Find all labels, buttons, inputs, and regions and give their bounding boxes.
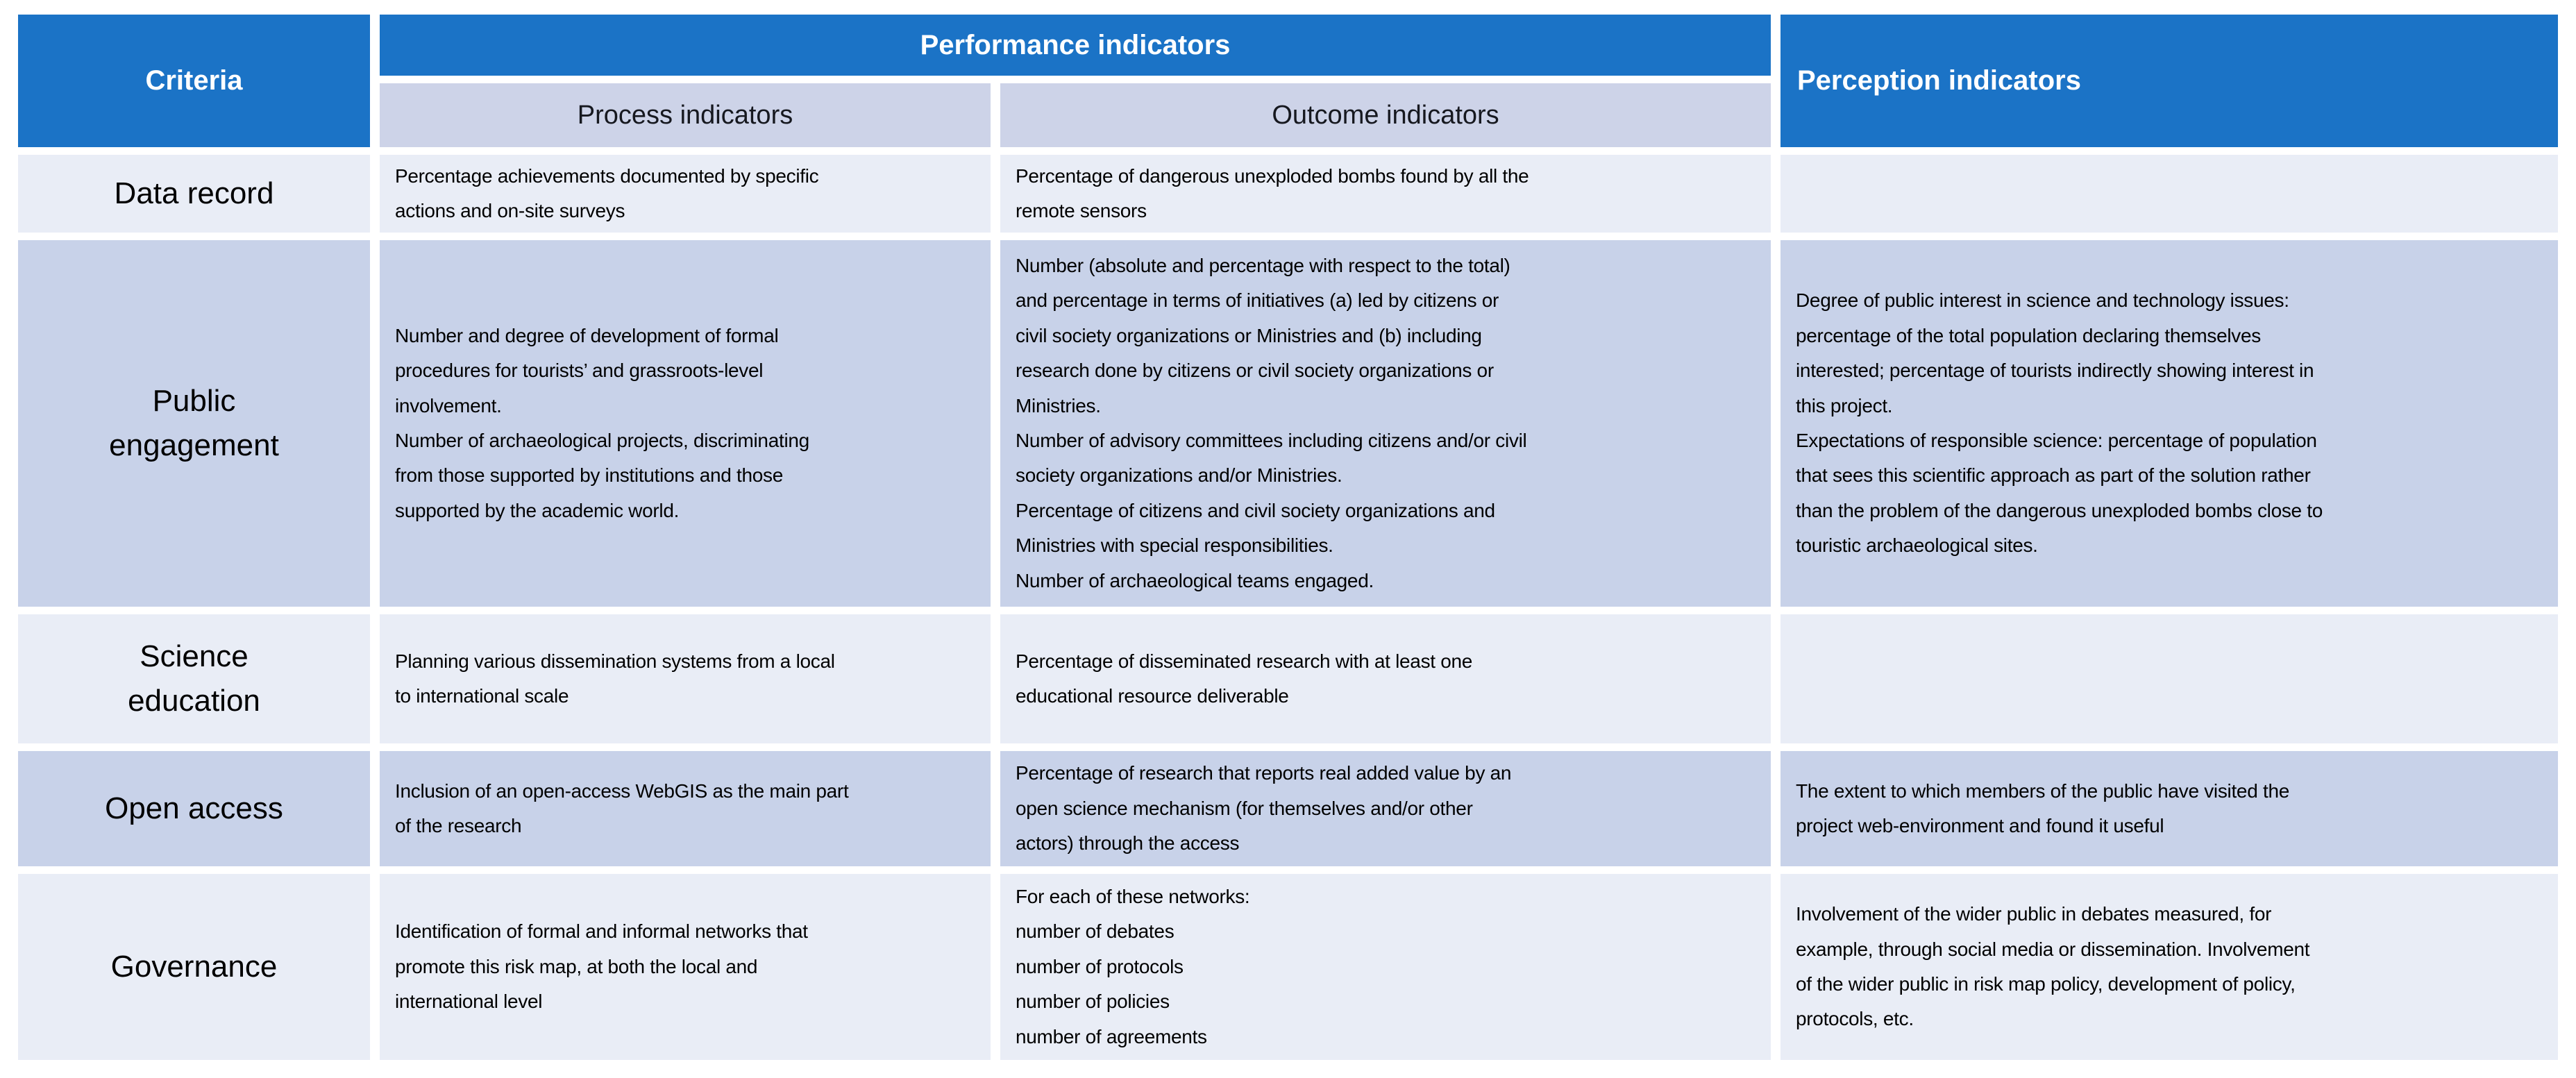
header-criteria: Criteria: [18, 15, 370, 147]
process-cell-data-record: Percentage achievements documented by sp…: [380, 155, 991, 233]
header-perception-indicators: Perception indicators: [1781, 15, 2558, 147]
criteria-indicators-table: Criteria Performance indicators Percepti…: [18, 15, 2576, 1060]
criteria-cell-public-engagement: Public engagement: [18, 240, 370, 607]
header-process-indicators: Process indicators: [380, 83, 991, 147]
outcome-cell-data-record: Percentage of dangerous unexploded bombs…: [1000, 155, 1771, 233]
criteria-cell-data-record: Data record: [18, 155, 370, 233]
header-performance-indicators: Performance indicators: [380, 15, 1771, 76]
perception-cell-open-access: The extent to which members of the publi…: [1781, 751, 2558, 866]
perception-cell-data-record: [1781, 155, 2558, 233]
outcome-cell-governance: For each of these networks: number of de…: [1000, 874, 1771, 1060]
outcome-cell-science-education: Percentage of disseminated research with…: [1000, 614, 1771, 743]
process-cell-science-education: Planning various dissemination systems f…: [380, 614, 991, 743]
criteria-cell-science-education: Science education: [18, 614, 370, 743]
header-outcome-indicators: Outcome indicators: [1000, 83, 1771, 147]
process-cell-governance: Identification of formal and informal ne…: [380, 874, 991, 1060]
process-cell-public-engagement: Number and degree of development of form…: [380, 240, 991, 607]
perception-cell-science-education: [1781, 614, 2558, 743]
process-cell-open-access: Inclusion of an open-access WebGIS as th…: [380, 751, 991, 866]
criteria-cell-open-access: Open access: [18, 751, 370, 866]
criteria-cell-governance: Governance: [18, 874, 370, 1060]
perception-cell-public-engagement: Degree of public interest in science and…: [1781, 240, 2558, 607]
outcome-cell-public-engagement: Number (absolute and percentage with res…: [1000, 240, 1771, 607]
perception-cell-governance: Involvement of the wider public in debat…: [1781, 874, 2558, 1060]
outcome-cell-open-access: Percentage of research that reports real…: [1000, 751, 1771, 866]
